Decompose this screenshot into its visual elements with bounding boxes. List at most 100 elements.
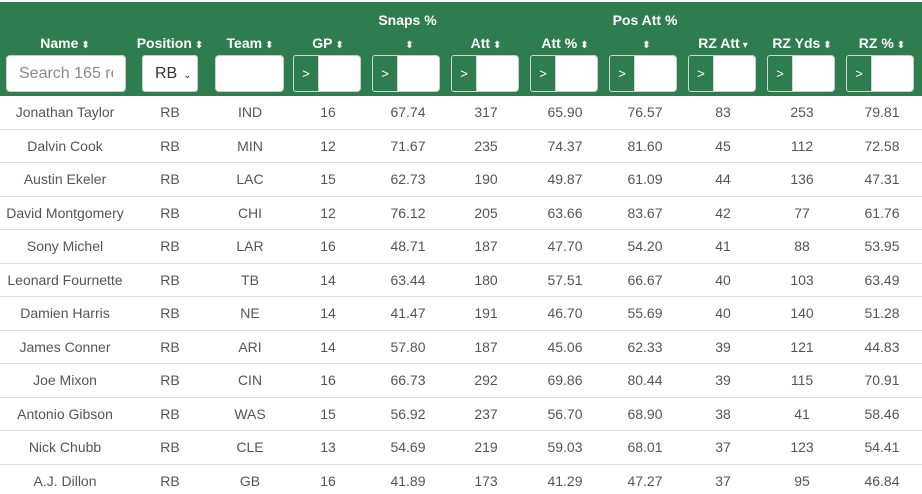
cell-snaps-pct: 57.80 — [390, 338, 426, 355]
numeric-filter-rz-pct: > — [846, 55, 914, 92]
position-select-value: RB — [155, 64, 178, 82]
sort-icon: ⬍ — [405, 40, 414, 51]
cell-att: 187 — [474, 338, 498, 355]
cell-gp: 16 — [320, 372, 336, 388]
table-row[interactable]: James Conner RB ARI 14 57.80 187 45.06 62.33 39 1… — [0, 331, 922, 364]
column-header-rz-att[interactable]: RZ Att ▾ — [683, 35, 763, 51]
column-header-name[interactable]: Name ⬍ — [1, 35, 129, 51]
cell-position: RB — [160, 405, 180, 422]
sort-desc-icon: ▾ — [742, 40, 748, 51]
cell-att-pct: 74.37 — [547, 137, 583, 154]
cell-gp: 14 — [320, 338, 336, 355]
cell-rz-pct: 46.84 — [864, 472, 900, 489]
column-header-snaps-pct[interactable]: ⬍ — [368, 35, 448, 51]
column-header-att[interactable]: Att ⬍ — [451, 35, 521, 51]
cell-team: IND — [237, 104, 263, 120]
sort-icon: ⬍ — [823, 40, 832, 51]
comparator-button[interactable]: > — [609, 55, 635, 92]
filter-value-input[interactable] — [556, 55, 598, 92]
column-header-label: GP — [312, 35, 333, 51]
cell-team: ARI — [238, 338, 262, 355]
cell-gp: 14 — [320, 305, 336, 321]
cell-rz-att: 40 — [715, 271, 731, 288]
search-input[interactable] — [6, 55, 126, 92]
cell-att: 292 — [474, 372, 498, 388]
table-row[interactable]: Antonio Gibson RB WAS 15 56.92 237 56.70 68.90 3… — [0, 398, 922, 431]
table-row[interactable]: Joe Mixon RB CIN 16 66.73 292 69.86 80.44 39 115 7… — [0, 364, 922, 398]
filter-value-input[interactable] — [477, 55, 519, 92]
table-row[interactable]: Damien Harris RB NE 14 41.47 191 46.70 55.69 40 1… — [0, 297, 922, 331]
cell-name: Antonio Gibson — [17, 405, 113, 422]
comparator-button[interactable]: > — [767, 55, 793, 92]
sort-icon: ⬍ — [265, 40, 274, 51]
cell-rz-pct: 79.81 — [864, 104, 900, 120]
column-header-row: Name ⬍ Position ⬍ Team ⬍ GP ⬍ ⬍ Att ⬍ Att % ⬍ ⬍ RZ Att… — [0, 35, 922, 55]
cell-team: MIN — [237, 137, 263, 154]
sort-icon: ⬍ — [580, 40, 589, 51]
column-header-rz-pct[interactable]: RZ % ⬍ — [842, 35, 922, 51]
cell-team: CHI — [237, 204, 263, 221]
filter-value-input[interactable] — [793, 55, 835, 92]
cell-rz-att: 37 — [715, 472, 731, 489]
cell-att-pct: 63.66 — [547, 204, 583, 221]
cell-att: 190 — [474, 171, 498, 187]
cell-att-pct: 49.87 — [547, 171, 583, 187]
column-header-gp[interactable]: GP ⬍ — [293, 35, 363, 51]
comparator-button[interactable]: > — [451, 55, 477, 92]
cell-att: 219 — [474, 439, 498, 455]
column-header-rz-yds[interactable]: RZ Yds ⬍ — [762, 35, 842, 51]
cell-gp: 16 — [320, 472, 336, 489]
filter-value-input[interactable] — [319, 55, 361, 92]
column-header-team[interactable]: Team ⬍ — [210, 35, 290, 51]
filter-value-input[interactable] — [714, 55, 756, 92]
table-row[interactable]: A.J. Dillon RB GB 16 41.89 173 41.29 47.27 37 95 4… — [0, 465, 922, 494]
cell-snaps-pct: 56.92 — [390, 405, 426, 422]
cell-rz-att: 40 — [715, 305, 731, 321]
group-header-pos-att: Pos Att % — [612, 12, 678, 28]
numeric-filter-rz-att: > — [688, 55, 756, 92]
cell-position: RB — [160, 338, 180, 355]
cell-gp: 14 — [320, 271, 336, 288]
column-header-att-pct[interactable]: Att % ⬍ — [525, 35, 605, 51]
column-header-label: Team — [226, 35, 263, 51]
cell-snaps-pct: 67.74 — [390, 104, 426, 120]
cell-rz-yds: 253 — [790, 104, 814, 120]
table-row[interactable]: Austin Ekeler RB LAC 15 62.73 190 49.87 61.09 44… — [0, 163, 922, 197]
table-row[interactable]: Leonard Fournette RB TB 14 63.44 180 57.51 66.6… — [0, 264, 922, 297]
cell-gp: 15 — [320, 405, 336, 422]
cell-rz-yds: 77 — [794, 204, 810, 221]
cell-pos-att-pct: 55.69 — [627, 305, 663, 321]
cell-pos-att-pct: 83.67 — [627, 204, 663, 221]
comparator-button[interactable]: > — [372, 55, 398, 92]
cell-pos-att-pct: 68.90 — [627, 405, 663, 422]
cell-rz-att: 38 — [715, 405, 731, 422]
table-row[interactable]: Nick Chubb RB CLE 13 54.69 219 59.03 68.01 37 123… — [0, 431, 922, 465]
cell-att: 317 — [474, 104, 498, 120]
position-select[interactable]: RB ⌄ — [142, 55, 198, 92]
column-header-position[interactable]: Position ⬍ — [130, 35, 210, 51]
column-header-pos-att-pct[interactable]: ⬍ — [605, 35, 685, 51]
table-header: Snaps % Pos Att % Name ⬍ Position ⬍ Team ⬍ GP ⬍… — [0, 2, 922, 96]
comparator-button[interactable]: > — [530, 55, 556, 92]
cell-team: NE — [240, 305, 260, 321]
cell-rz-pct: 72.58 — [864, 137, 900, 154]
comparator-button[interactable]: > — [846, 55, 872, 92]
column-header-label: Position — [136, 35, 192, 51]
table-row[interactable]: Dalvin Cook RB MIN 12 71.67 235 74.37 81.60 45 11… — [0, 130, 922, 163]
comparator-button[interactable]: > — [293, 55, 319, 92]
table-row[interactable]: Sony Michel RB LAR 16 48.71 187 47.70 54.20 41 88… — [0, 230, 922, 264]
comparator-button[interactable]: > — [688, 55, 714, 92]
cell-name: Jonathan Taylor — [15, 104, 115, 120]
team-filter-input[interactable] — [215, 55, 284, 92]
table-row[interactable]: David Montgomery RB CHI 12 76.12 205 63.66 83.6… — [0, 197, 922, 230]
filter-value-input[interactable] — [635, 55, 677, 92]
table-body: Jonathan Taylor RB IND 16 67.74 317 65.90 76.57… — [0, 96, 922, 494]
cell-rz-pct: 54.41 — [864, 439, 900, 455]
filter-value-input[interactable] — [872, 55, 914, 92]
cell-name: A.J. Dillon — [33, 472, 97, 489]
cell-att: 173 — [474, 472, 498, 489]
numeric-filter-att-pct: > — [530, 55, 598, 92]
cell-pos-att-pct: 54.20 — [627, 238, 663, 254]
table-row[interactable]: Jonathan Taylor RB IND 16 67.74 317 65.90 76.57… — [0, 96, 922, 130]
filter-value-input[interactable] — [398, 55, 440, 92]
